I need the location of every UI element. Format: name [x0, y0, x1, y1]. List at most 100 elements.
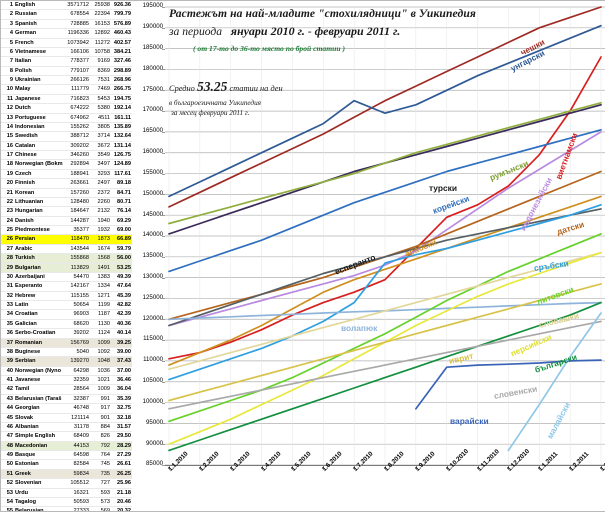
table-row[interactable]: 39 Serbian 139270 1048 37.43 — [1, 357, 132, 367]
y-axis-tick-label: 125000 — [142, 293, 163, 301]
table-row[interactable]: 14 Indonesian 155262 3805 135.89 — [1, 123, 132, 133]
table-row[interactable]: 19 Czech 188941 3293 117.61 — [1, 170, 132, 180]
row-per-day: 126.75 — [113, 152, 131, 158]
table-row[interactable]: 12 Dutch 674222 5380 192.14 — [1, 104, 132, 114]
table-row[interactable]: 33 Latin 50654 1199 42.82 — [1, 301, 132, 311]
table-row[interactable]: 4 German 1196336 12892 460.43 — [1, 29, 132, 39]
table-row[interactable]: 40 Norwegian (Nyno 64298 1036 37.00 — [1, 367, 132, 376]
row-articles: 35377 — [73, 227, 89, 233]
chart-rank-note: ( от 17-то до 36-то място по брой статии… — [193, 44, 346, 53]
y-axis-tick — [162, 340, 165, 342]
y-axis-tick-label: 95000 — [146, 418, 163, 426]
table-row[interactable]: 30 Azerbaijani 54470 1383 49.39 — [1, 273, 132, 283]
row-articles: 50654 — [73, 302, 89, 308]
table-row[interactable]: 44 Georgian 46748 917 32.75 — [1, 404, 132, 414]
table-row[interactable]: 11 Japanese 716823 5453 194.75 — [1, 95, 132, 105]
table-row[interactable]: 20 Finnish 263661 2497 89.18 — [1, 179, 132, 189]
table-row[interactable]: 34 Croatian 96903 1187 42.39 — [1, 310, 132, 320]
row-per-day: 66.89 — [117, 236, 131, 243]
row-language: Croatian — [15, 311, 38, 318]
table-row[interactable]: 31 Esperanto 142167 1334 47.64 — [1, 282, 132, 292]
table-row[interactable]: 46 Albanian 31178 884 31.57 — [1, 423, 132, 433]
table-row[interactable]: 42 Tamil 28564 1009 36.04 — [1, 385, 132, 395]
table-row[interactable]: 2 Russian 678554 22394 799.79 — [1, 10, 132, 20]
row-articles: 32359 — [73, 377, 89, 383]
table-row[interactable]: 28 Turkish 155868 1568 56.00 — [1, 254, 132, 264]
row-rank: 19 — [6, 170, 13, 177]
table-row[interactable]: 24 Danish 144287 1940 69.29 — [1, 217, 132, 226]
average-note-block: Средно 53.25 статии на ден в българоезич… — [169, 79, 409, 117]
row-rank: 25 — [6, 227, 13, 233]
table-row[interactable]: 1 English 3571712 25938 926.36 — [1, 1, 132, 11]
series-line — [415, 359, 602, 410]
y-axis-tick — [162, 381, 165, 383]
table-row[interactable]: 23 Hungarian 184647 2132 76.14 — [1, 207, 132, 217]
row-per-day: 84.71 — [117, 189, 131, 196]
table-row[interactable]: 29 Bulgarian 113829 1491 53.25 — [1, 263, 132, 273]
table-row[interactable]: 50 Estonian 82584 745 26.61 — [1, 460, 132, 470]
table-row[interactable]: 32 Hebrew 115155 1271 45.39 — [1, 292, 132, 301]
row-per-day: 40.14 — [117, 330, 131, 337]
table-row[interactable]: 54 Tagalog 50593 573 20.46 — [1, 498, 132, 508]
table-row[interactable]: 47 Simple English 68409 826 29.50 — [1, 432, 132, 442]
table-row[interactable]: 25 Piedmontese 35377 1932 69.00 — [1, 226, 132, 236]
row-per-day: 20.32 — [111, 507, 131, 511]
table-row[interactable]: 53 Urdu 16321 593 21.18 — [1, 489, 132, 498]
chart-title-block: Растежът на най-младите "стохилядници" в… — [169, 7, 589, 53]
row-language: Slovak — [15, 414, 34, 421]
x-axis-tick — [230, 466, 232, 470]
table-row[interactable]: 49 Basque 64598 764 27.29 — [1, 451, 132, 461]
table-row[interactable]: 7 Italian 778377 9169 327.46 — [1, 57, 132, 67]
table-row[interactable]: 9 Ukrainian 266126 7531 268.96 — [1, 76, 132, 86]
row-rank: 51 — [6, 470, 13, 477]
series-line — [168, 195, 602, 366]
row-articles: 82584 — [73, 461, 89, 468]
table-row[interactable]: 52 Slovenian 105512 727 25.96 — [1, 479, 132, 489]
table-row[interactable]: 18 Norwegian (Bokm 292894 3497 124.89 — [1, 160, 132, 170]
row-articles: 59834 — [73, 470, 89, 477]
table-row[interactable]: 13 Portuguese 674962 4511 161.11 — [1, 114, 132, 123]
table-row[interactable]: 41 Javanese 32359 1021 36.46 — [1, 376, 132, 386]
table-row[interactable]: 16 Catalan 309202 3672 131.14 — [1, 142, 132, 151]
table-row[interactable]: 45 Slovak 121114 901 32.18 — [1, 414, 132, 423]
row-per-day: 27.29 — [117, 452, 131, 458]
row-language: French — [15, 39, 34, 46]
table-row[interactable]: 26 Persian 118470 1873 66.89 — [1, 235, 132, 245]
table-row[interactable]: 55Belarusian 2733356920.32 — [1, 507, 132, 511]
y-axis-tick — [162, 152, 165, 154]
table-row[interactable]: 6 Vietnamese 166106 10758 384.21 — [1, 48, 132, 58]
table-row[interactable]: 43 Belarusian (Taraš 32387 991 35.39 — [1, 395, 132, 405]
y-axis-tick-label: 190000 — [142, 23, 163, 31]
table-row[interactable]: 36 Serbo-Croatian 39202 1124 40.14 — [1, 329, 132, 339]
table-row[interactable]: 27 Arabic 143544 1674 59.79 — [1, 245, 132, 255]
row-rank: 28 — [6, 255, 13, 262]
row-language: Bulgarian — [15, 264, 41, 271]
table-row[interactable]: 15 Swedish 388712 3714 132.64 — [1, 132, 132, 142]
table-row[interactable]: 48 Macedonian 44153 792 28.29 — [1, 441, 132, 451]
table-row[interactable]: 21 Korean 157260 2372 84.71 — [1, 189, 132, 198]
page-title: Растежът на най-младите "стохилядници" в… — [169, 7, 476, 20]
table-row[interactable]: 5 French 1073942 11272 402.57 — [1, 39, 132, 48]
row-per-day: 25.96 — [117, 480, 131, 487]
row-articles: 309202 — [70, 142, 89, 149]
average-line: Средно 53.25 статии на ден — [169, 79, 409, 95]
row-per-day: 42.82 — [117, 302, 131, 308]
table-row[interactable]: 22 Lithuanian 128480 2260 80.71 — [1, 198, 132, 208]
row-articles: 678554 — [70, 11, 89, 18]
row-per-day: 384.21 — [113, 48, 131, 55]
row-per-day: 926.36 — [113, 2, 131, 8]
table-row[interactable]: 38 Buginese 5040 1092 39.00 — [1, 348, 132, 358]
row-language: Buginese — [15, 348, 41, 355]
wikipedia-language-stats-table[interactable]: 1 English 3571712 25938 926.36 2 Russian 678554… — [1, 1, 132, 511]
series-line — [168, 208, 602, 327]
row-per-day: 56.00 — [117, 255, 131, 262]
y-axis-tick-label: 145000 — [142, 210, 163, 218]
table-row[interactable]: 8 Polish 779107 8369 298.89 — [1, 67, 132, 76]
table-row[interactable]: 17 Chinese 346260 3549 126.75 — [1, 151, 132, 161]
table-row[interactable]: 51 Greek 59834 735 26.25 — [1, 469, 132, 480]
table-row[interactable]: 10 Malay 111779 7469 266.75 — [1, 85, 132, 95]
row-rank: 36 — [6, 330, 13, 337]
table-row[interactable]: 37 Romanian 156769 1099 39.25 — [1, 338, 132, 348]
table-row[interactable]: 35 Galician 68620 1130 40.36 — [1, 320, 132, 330]
table-row[interactable]: 3 Spanish 728885 16153 576.89 — [1, 20, 132, 30]
